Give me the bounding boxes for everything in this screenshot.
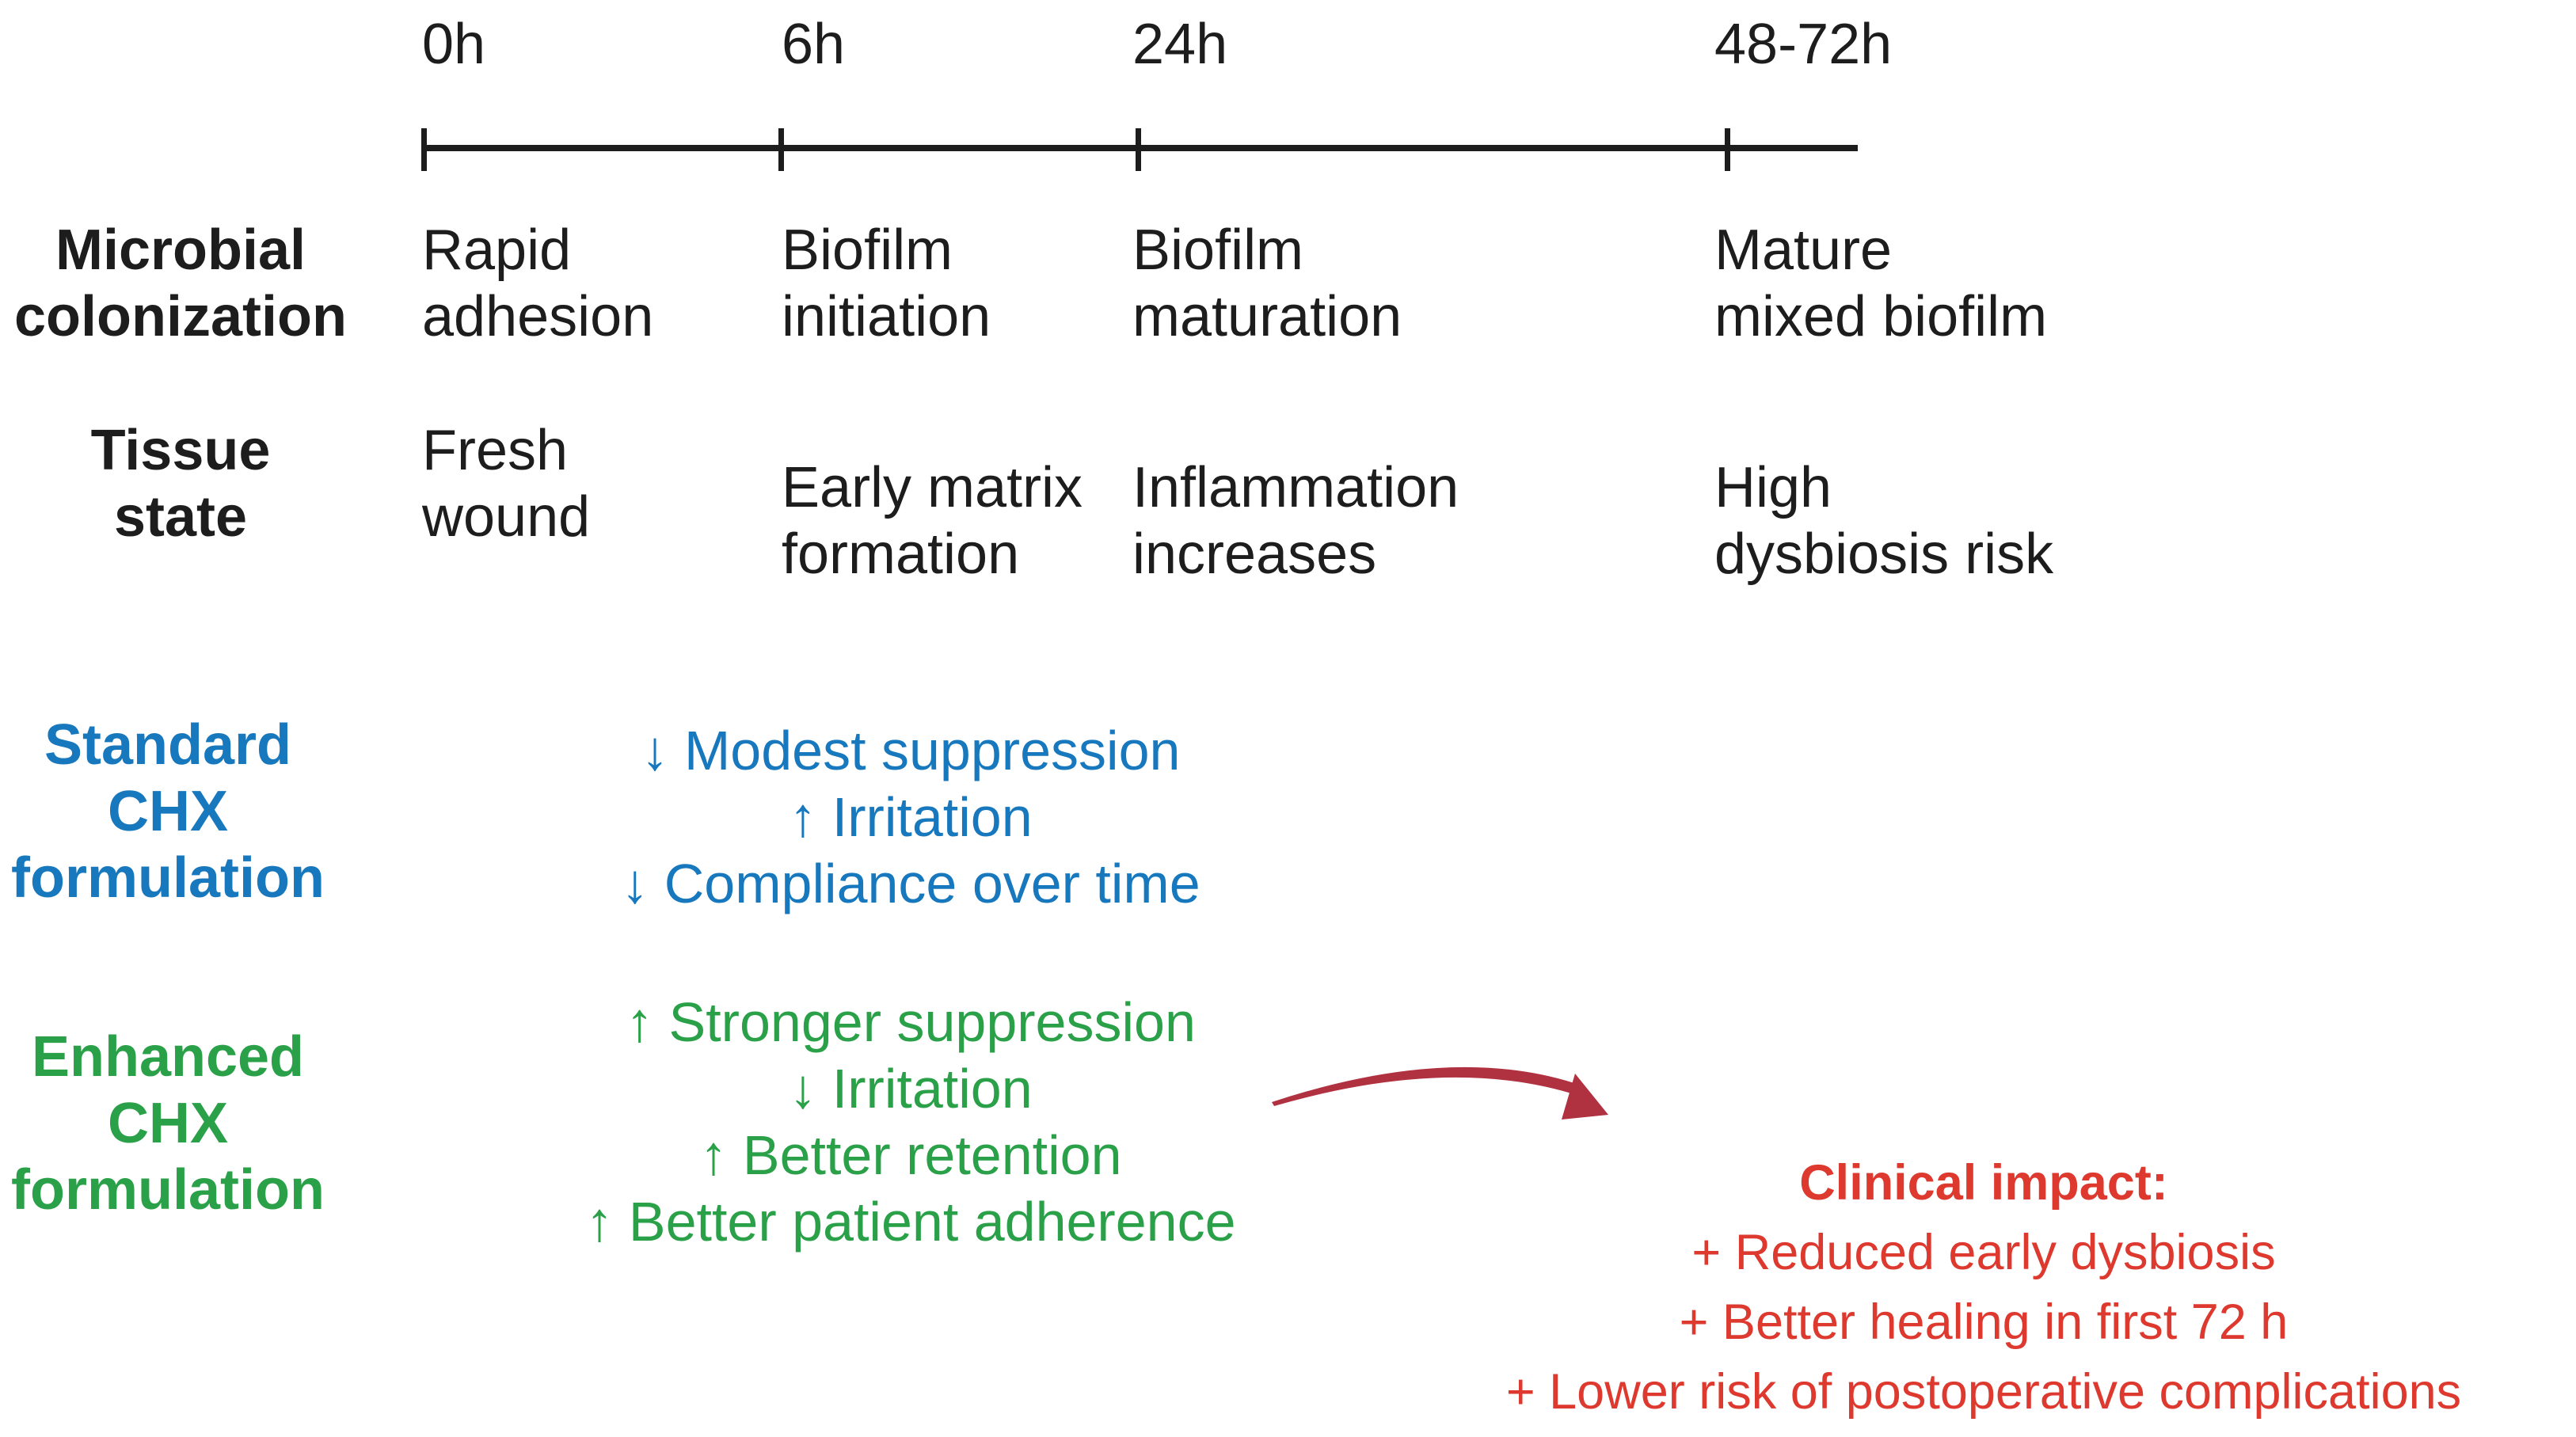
standard-chx-effect-3: ↓ Compliance over time [621,853,1200,914]
cell-fresh-wound: Fresh wound [422,419,591,549]
timeline-tick-24h [1136,128,1141,171]
row-label-enhanced-chx-formulation: Enhanced CHX formulation [11,1025,325,1222]
clinical-impact-item-2: + Better healing in first 72 h [1679,1294,2289,1350]
enhanced-chx-effects: ↑ Stronger suppression ↓ Irritation ↑ Be… [491,989,1330,1255]
enhanced-chx-effect-2: ↓ Irritation [789,1058,1033,1120]
enhanced-chx-effect-4: ↑ Better patient adherence [585,1191,1236,1253]
row-label-microbial-colonization: Microbial colonization [14,219,347,348]
timeline-tick-0h [421,128,427,171]
clinical-impact-item-3: + Lower risk of postoperative complicati… [1505,1364,2462,1420]
cell-early-matrix-formation: Early matrix formation [782,456,1083,586]
timeline-label-48-72h: 48-72h [1714,13,1893,76]
clinical-impact-block: Clinical impact: + Reduced early dysbios… [1390,1148,2576,1427]
curved-arrow-icon [1272,1066,1608,1120]
clinical-impact-title: Clinical impact: [1799,1155,2168,1211]
cell-rapid-adhesion: Rapid adhesion [422,219,654,348]
cell-biofilm-maturation: Biofilm maturation [1132,219,1402,348]
standard-chx-effects: ↓ Modest suppression ↑ Irritation ↓ Comp… [491,717,1330,917]
timeline-label-6h: 6h [782,13,846,76]
enhanced-chx-effect-3: ↑ Better retention [699,1124,1122,1186]
cell-high-dysbiosis-risk: High dysbiosis risk [1714,456,2054,586]
standard-chx-effect-1: ↓ Modest suppression [641,720,1181,781]
timeline-label-0h: 0h [422,13,486,76]
row-label-standard-chx-formulation: Standard CHX formulation [11,713,325,910]
enhanced-chx-effect-1: ↑ Stronger suppression [626,991,1196,1053]
row-label-tissue-state: Tissue state [90,419,271,549]
timeline-label-24h: 24h [1132,13,1228,76]
cell-inflammation-increases: Inflammation increases [1132,456,1459,586]
timeline-tick-6h [778,128,784,171]
cell-mature-mixed-biofilm: Mature mixed biofilm [1714,219,2048,348]
clinical-impact-item-1: + Reduced early dysbiosis [1691,1225,2276,1280]
cell-biofilm-initiation: Biofilm initiation [782,219,991,348]
timeline-tick-48-72h [1725,128,1730,171]
standard-chx-effect-2: ↑ Irritation [789,786,1033,848]
